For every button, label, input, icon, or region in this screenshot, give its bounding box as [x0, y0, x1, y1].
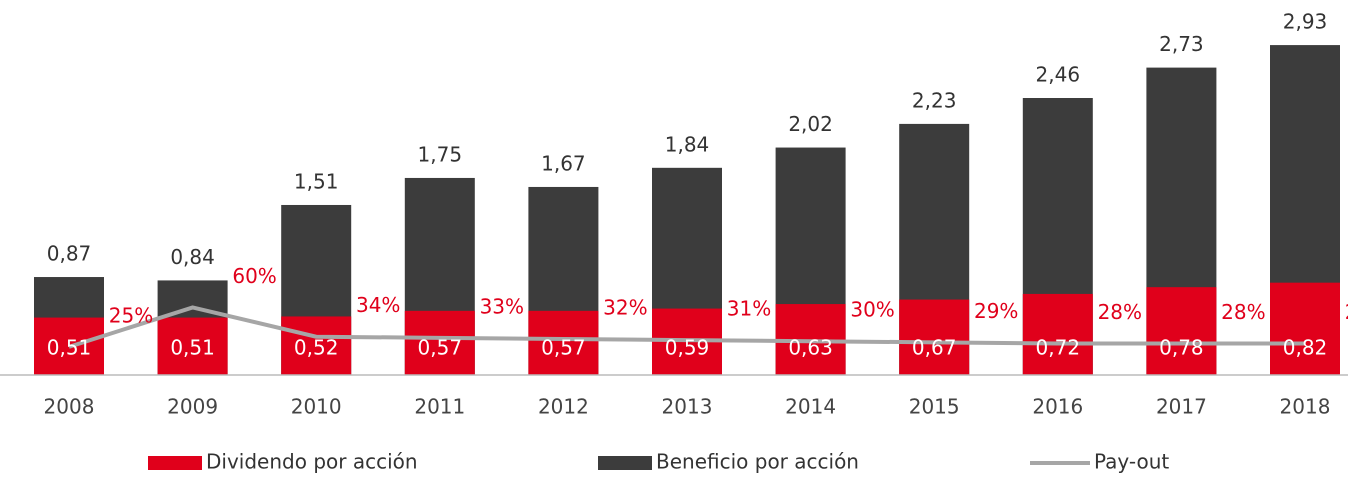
- dividend-label: 0,51: [170, 336, 215, 360]
- eps-label: 1,51: [294, 169, 339, 193]
- dividend-bar: [1270, 282, 1340, 375]
- legend-label: Beneficio por acción: [656, 450, 859, 474]
- payout-label: 34%: [356, 293, 400, 317]
- x-tick-label: 2015: [909, 395, 960, 419]
- x-tick-label: 2012: [538, 395, 589, 419]
- payout-label: 31%: [727, 297, 771, 321]
- x-tick-label: 2009: [167, 395, 218, 419]
- payout-label: 33%: [480, 294, 524, 318]
- dividend-bar: [528, 310, 599, 375]
- x-tick-label: 2014: [785, 395, 836, 419]
- dividend-bar: [1022, 293, 1093, 375]
- payout-label: 30%: [850, 298, 894, 322]
- dividend-label: 0,52: [294, 336, 339, 360]
- dividend-label: 0,67: [912, 336, 957, 360]
- payout-label: 25%: [109, 303, 153, 327]
- payout-label: 32%: [603, 295, 647, 319]
- dividend-label: 0,57: [418, 336, 463, 360]
- eps-label: 1,75: [418, 142, 463, 166]
- dividend-bar: [157, 317, 228, 375]
- payout-label: 29%: [974, 299, 1018, 323]
- dividend-bar: [1146, 287, 1217, 375]
- dividend-label: 0,78: [1159, 336, 1204, 360]
- eps-label: 1,67: [541, 151, 586, 175]
- x-tick-label: 2011: [414, 395, 465, 419]
- legend-label: Pay-out: [1094, 450, 1169, 474]
- dividend-label: 0,51: [47, 336, 92, 360]
- eps-label: 2,46: [1036, 63, 1081, 87]
- dividend-bar: [404, 310, 475, 375]
- eps-label: 1,84: [665, 132, 710, 156]
- payout-label: 60%: [232, 264, 276, 288]
- legend-swatch: [148, 456, 202, 470]
- dividend-label: 0,82: [1283, 336, 1328, 360]
- x-tick-label: 2010: [291, 395, 342, 419]
- x-tick-label: 2008: [44, 395, 95, 419]
- x-tick-label: 2018: [1280, 395, 1331, 419]
- x-tick-label: 2016: [1032, 395, 1083, 419]
- x-tick-label: 2017: [1156, 395, 1207, 419]
- x-tick-label: 2013: [662, 395, 713, 419]
- eps-label: 2,93: [1283, 10, 1328, 34]
- eps-label: 0,84: [170, 245, 215, 269]
- eps-label: 2,73: [1159, 32, 1204, 56]
- payout-label: 28%: [1221, 300, 1265, 324]
- dividend-bar: [281, 316, 352, 375]
- legend-label: Dividendo por acción: [206, 450, 418, 474]
- dividend-bar: [899, 299, 970, 375]
- payout-label: 28%: [1098, 300, 1142, 324]
- dividend-label: 0,57: [541, 336, 586, 360]
- payout-label: 28%: [1345, 300, 1348, 324]
- eps-label: 2,02: [788, 112, 833, 136]
- dividend-label: 0,59: [665, 336, 710, 360]
- payout-line: [68, 305, 1305, 349]
- eps-label: 0,87: [47, 242, 92, 266]
- eps-label: 2,23: [912, 88, 957, 112]
- legend-swatch: [598, 456, 652, 470]
- dividend-label: 0,63: [788, 336, 833, 360]
- dividend-label: 0,72: [1036, 336, 1081, 360]
